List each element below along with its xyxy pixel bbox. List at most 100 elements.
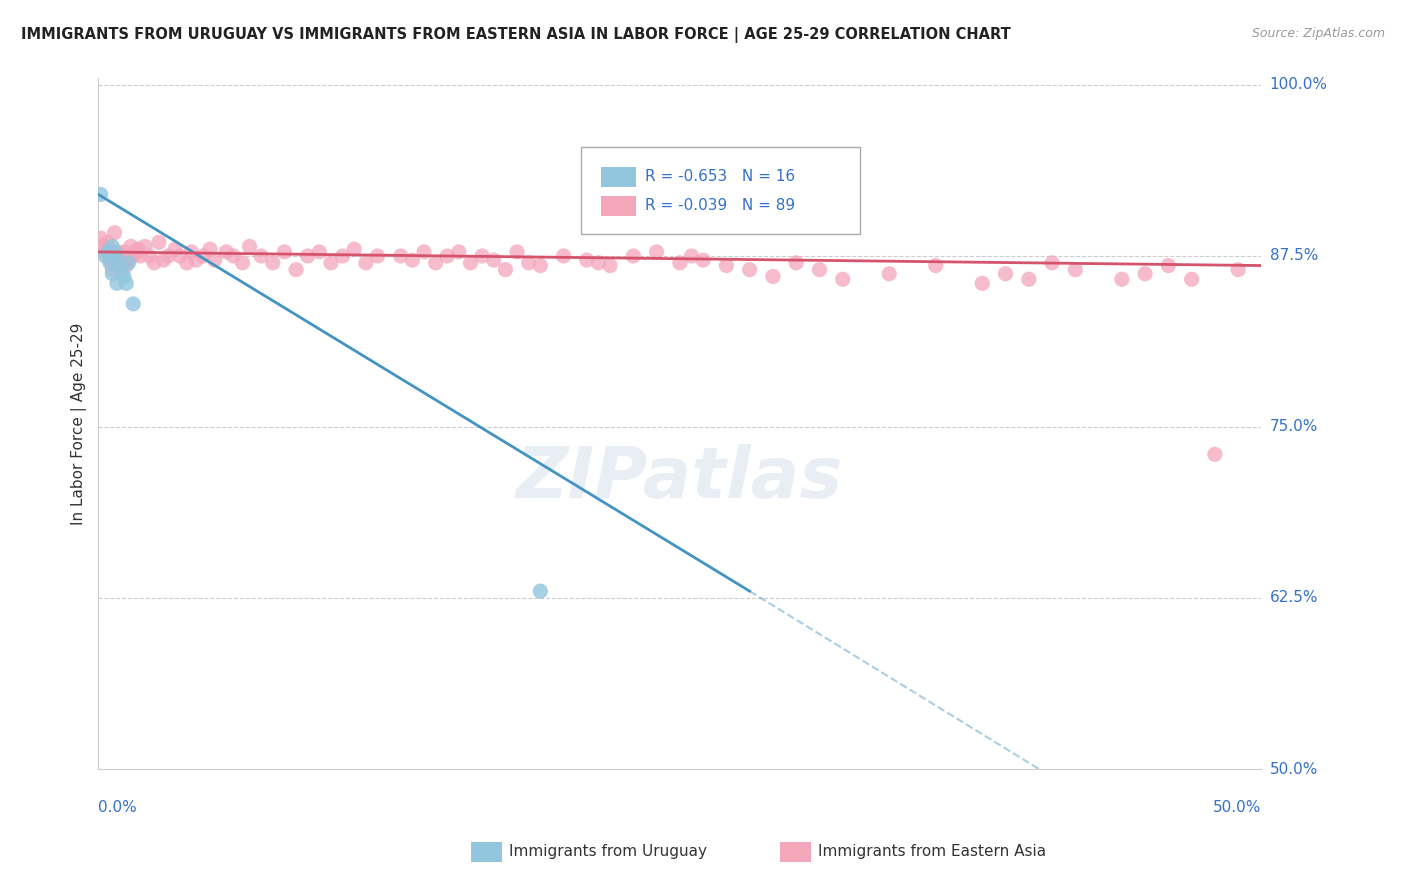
Bar: [600, 195, 636, 217]
Point: [308, 244, 330, 259]
Point: [588, 256, 610, 270]
Point: [117, 253, 139, 268]
Point: [115, 259, 138, 273]
Point: [785, 256, 807, 270]
Point: [494, 262, 516, 277]
Point: [343, 242, 366, 256]
Point: [877, 267, 900, 281]
Text: 87.5%: 87.5%: [1270, 249, 1317, 263]
Point: [1157, 259, 1180, 273]
Point: [262, 256, 284, 270]
Point: [389, 249, 412, 263]
Point: [808, 262, 831, 277]
Point: [105, 252, 128, 266]
Point: [285, 262, 308, 277]
Point: [127, 242, 149, 256]
Point: [184, 253, 207, 268]
Point: [222, 249, 245, 263]
Point: [354, 256, 377, 270]
Point: [517, 256, 540, 270]
Point: [198, 242, 221, 256]
Point: [681, 249, 703, 263]
Point: [1204, 447, 1226, 461]
Point: [94, 244, 117, 259]
Point: [238, 239, 260, 253]
Text: 50.0%: 50.0%: [1213, 799, 1261, 814]
Text: R = -0.039   N = 89: R = -0.039 N = 89: [645, 198, 796, 213]
Point: [669, 256, 692, 270]
Point: [366, 249, 388, 263]
Point: [1111, 272, 1133, 286]
Text: 0.0%: 0.0%: [98, 799, 138, 814]
Point: [482, 253, 505, 268]
Point: [645, 244, 668, 259]
Point: [425, 256, 447, 270]
Point: [90, 231, 112, 245]
Point: [191, 249, 214, 263]
Point: [529, 259, 551, 273]
Text: Immigrants from Eastern Asia: Immigrants from Eastern Asia: [818, 845, 1046, 859]
Text: 50.0%: 50.0%: [1270, 762, 1317, 777]
Point: [110, 249, 132, 263]
Point: [762, 269, 785, 284]
Point: [215, 244, 238, 259]
Point: [108, 259, 131, 273]
Point: [134, 239, 156, 253]
Point: [436, 249, 458, 263]
Point: [460, 256, 482, 270]
Point: [94, 249, 117, 263]
Point: [101, 249, 124, 263]
Point: [621, 249, 644, 263]
Point: [297, 249, 319, 263]
Point: [120, 239, 142, 253]
Point: [692, 253, 714, 268]
Point: [1227, 262, 1250, 277]
Point: [447, 244, 470, 259]
Point: [124, 244, 146, 259]
Point: [831, 272, 853, 286]
Point: [401, 253, 423, 268]
Point: [98, 253, 121, 268]
Point: [97, 244, 120, 259]
Point: [110, 267, 132, 281]
Point: [553, 249, 575, 263]
Point: [143, 256, 166, 270]
Bar: [600, 167, 636, 187]
Text: 62.5%: 62.5%: [1270, 591, 1319, 606]
Point: [157, 249, 180, 263]
Point: [104, 226, 127, 240]
Point: [148, 235, 170, 250]
Point: [176, 256, 198, 270]
Point: [738, 262, 761, 277]
FancyBboxPatch shape: [581, 147, 860, 234]
Point: [413, 244, 436, 259]
Point: [1018, 272, 1040, 286]
Point: [204, 253, 226, 268]
Point: [101, 239, 124, 253]
Point: [716, 259, 738, 273]
Point: [112, 269, 135, 284]
Point: [101, 262, 124, 277]
Point: [972, 277, 994, 291]
Text: IMMIGRANTS FROM URUGUAY VS IMMIGRANTS FROM EASTERN ASIA IN LABOR FORCE | AGE 25-: IMMIGRANTS FROM URUGUAY VS IMMIGRANTS FR…: [21, 27, 1011, 43]
Point: [117, 256, 139, 270]
Point: [599, 259, 621, 273]
Text: R = -0.653   N = 16: R = -0.653 N = 16: [645, 169, 796, 185]
Y-axis label: In Labor Force | Age 25-29: In Labor Force | Age 25-29: [72, 322, 87, 524]
Point: [108, 256, 131, 270]
Point: [129, 249, 152, 263]
Point: [138, 249, 160, 263]
Point: [1181, 272, 1204, 286]
Point: [1133, 267, 1156, 281]
Point: [232, 256, 254, 270]
Point: [122, 297, 145, 311]
Point: [91, 239, 114, 253]
Point: [925, 259, 948, 273]
Point: [98, 256, 121, 270]
Point: [112, 244, 135, 259]
Point: [101, 267, 124, 281]
Point: [471, 249, 494, 263]
Point: [319, 256, 342, 270]
Point: [115, 277, 138, 291]
Point: [332, 249, 354, 263]
